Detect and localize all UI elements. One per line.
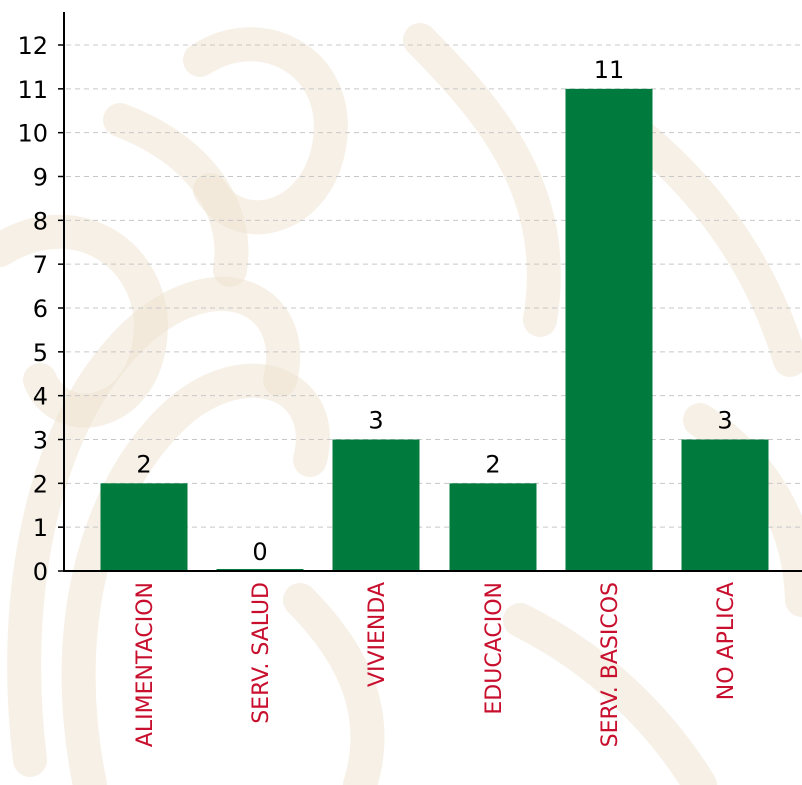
y-tick-label: 2 [33, 470, 48, 498]
y-tick-label: 9 [33, 164, 48, 192]
data-label: 2 [136, 450, 151, 478]
watermark-stroke [61, 363, 330, 785]
bar [565, 88, 653, 571]
watermark-stroke [0, 214, 168, 428]
y-tick-label: 6 [33, 295, 48, 323]
category-label: SERV. BASICOS [598, 582, 623, 747]
gridlines [66, 44, 802, 528]
y-tick-label: 8 [33, 207, 48, 235]
watermark-stroke [7, 276, 301, 777]
data-labels: 2 0 3 2 11 3 [136, 56, 732, 566]
data-label: 2 [485, 450, 500, 478]
bar [332, 439, 420, 571]
category-label: NO APLICA [714, 582, 739, 700]
bar [681, 439, 769, 571]
y-tick-label: 7 [33, 251, 48, 279]
category-label: VIVIENDA [365, 582, 390, 687]
bar [449, 483, 537, 571]
y-tick-label: 11 [17, 76, 48, 104]
y-tick-label: 3 [33, 427, 48, 455]
watermark-emblem [0, 23, 802, 785]
category-label: SERV. SALUD [249, 582, 274, 724]
watermark-stroke [403, 23, 561, 337]
data-label: 3 [368, 407, 383, 435]
y-tick-label: 0 [33, 558, 48, 586]
watermark-stroke [283, 583, 385, 785]
axes [63, 12, 802, 572]
y-tick-label: 4 [33, 383, 48, 411]
bar [100, 483, 188, 571]
category-label: ALIMENTACION [133, 582, 158, 747]
x-axis-labels: ALIMENTACION SERV. SALUD VIVIENDA EDUCACION… [133, 582, 739, 747]
category-label: EDUCACION [482, 582, 507, 715]
data-label: 3 [717, 407, 732, 435]
y-tick-label: 12 [17, 32, 48, 60]
y-tick-label: 1 [33, 514, 48, 542]
watermark-stroke [503, 603, 717, 785]
data-label: 0 [252, 538, 267, 566]
data-label: 11 [594, 56, 625, 84]
bars [100, 88, 769, 571]
y-tick-label: 10 [17, 120, 48, 148]
y-tick-label: 5 [33, 339, 48, 367]
